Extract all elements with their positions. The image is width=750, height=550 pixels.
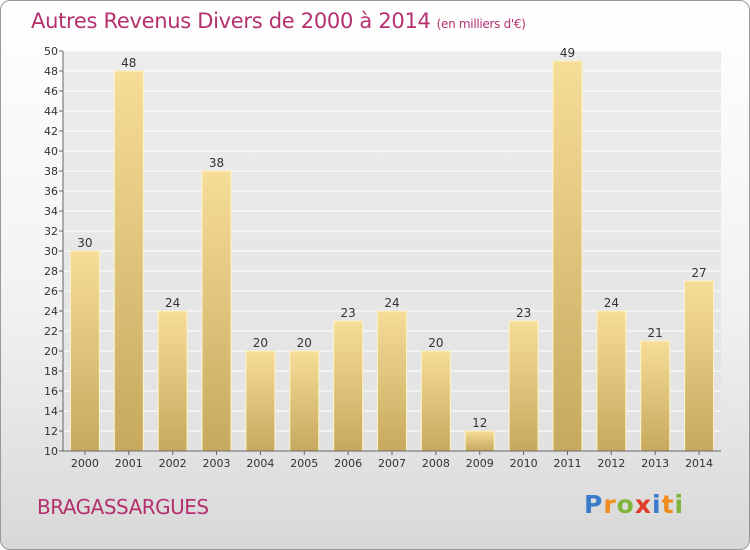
bar-value-label: 24 xyxy=(165,296,180,310)
bar-value-label: 24 xyxy=(384,296,399,310)
x-tick-label: 2007 xyxy=(378,457,406,470)
y-tick-label: 28 xyxy=(44,265,58,278)
bars: 30 48 24 38 20 20 23 24 20 12 23 49 24 21 27 xyxy=(69,46,715,452)
x-tick-label: 2014 xyxy=(685,457,713,470)
x-tick-label: 2003 xyxy=(203,457,231,470)
bar xyxy=(684,280,715,452)
y-tick-label: 38 xyxy=(44,165,58,178)
x-tick-label: 2002 xyxy=(159,457,187,470)
y-tick-label: 20 xyxy=(44,345,58,358)
x-tick-label: 2001 xyxy=(115,457,143,470)
bar-value-label: 49 xyxy=(560,46,575,60)
bar-value-label: 21 xyxy=(648,326,663,340)
y-tick-label: 48 xyxy=(44,65,58,78)
bar-value-label: 27 xyxy=(691,266,706,280)
bar xyxy=(508,320,539,452)
bar xyxy=(640,340,671,452)
y-tick-label: 24 xyxy=(44,305,58,318)
x-tick-label: 2009 xyxy=(466,457,494,470)
y-tick-label: 42 xyxy=(44,125,58,138)
bar-value-label: 12 xyxy=(472,416,487,430)
y-tick-label: 40 xyxy=(44,145,58,158)
y-axis-ticks: 10 12 14 16 18 20 22 24 26 28 30 32 34 36 38 40 42 44 46 48… xyxy=(44,45,63,458)
proxiti-logo: Proxiti xyxy=(584,490,685,519)
x-tick-label: 2010 xyxy=(510,457,538,470)
y-tick-label: 16 xyxy=(44,385,58,398)
x-tick-label: 2012 xyxy=(597,457,625,470)
bar-value-label: 48 xyxy=(121,56,136,70)
bar xyxy=(333,320,364,452)
y-tick-label: 18 xyxy=(44,365,58,378)
y-tick-label: 34 xyxy=(44,205,58,218)
y-tick-label: 10 xyxy=(44,445,58,458)
x-tick-label: 2004 xyxy=(246,457,274,470)
bar-value-label: 23 xyxy=(340,306,355,320)
commune-name: BRAGASSARGUES xyxy=(37,495,209,519)
bar xyxy=(552,60,583,452)
bar xyxy=(289,350,320,452)
bar-value-label: 30 xyxy=(77,236,92,250)
bar xyxy=(113,70,144,452)
x-tick-label: 2000 xyxy=(71,457,99,470)
bar xyxy=(377,310,407,452)
y-tick-label: 50 xyxy=(44,45,58,58)
bar-value-label: 24 xyxy=(604,296,619,310)
x-tick-label: 2006 xyxy=(334,457,362,470)
y-tick-label: 32 xyxy=(44,225,58,238)
x-tick-label: 2011 xyxy=(553,457,581,470)
bar xyxy=(464,430,495,452)
y-tick-label: 14 xyxy=(44,405,58,418)
bar-value-label: 20 xyxy=(297,336,312,350)
bar-value-label: 23 xyxy=(516,306,531,320)
bar-value-label: 20 xyxy=(253,336,268,350)
x-axis-ticks: 2000 2001 2002 2003 2004 2005 2006 2007 2008 2009… xyxy=(71,451,713,470)
bar xyxy=(201,170,232,452)
bar-value-label: 38 xyxy=(209,156,224,170)
bar-value-label: 20 xyxy=(428,336,443,350)
y-tick-label: 44 xyxy=(44,105,58,118)
bar xyxy=(245,350,276,452)
bar xyxy=(420,350,451,452)
bar xyxy=(596,310,627,452)
x-tick-label: 2008 xyxy=(422,457,450,470)
y-tick-label: 26 xyxy=(44,285,58,298)
y-tick-label: 12 xyxy=(44,425,58,438)
chart-title: Autres Revenus Divers de 2000 à 2014 (en … xyxy=(31,9,526,33)
y-tick-label: 46 xyxy=(44,85,58,98)
x-tick-label: 2013 xyxy=(641,457,669,470)
y-tick-label: 30 xyxy=(44,245,58,258)
chart-unit-label: (en milliers d'€) xyxy=(436,17,526,31)
bar xyxy=(157,310,188,452)
y-tick-label: 22 xyxy=(44,325,58,338)
x-tick-label: 2005 xyxy=(290,457,318,470)
y-tick-label: 36 xyxy=(44,185,58,198)
bar xyxy=(69,250,100,452)
chart-title-text: Autres Revenus Divers de 2000 à 2014 xyxy=(31,9,431,33)
